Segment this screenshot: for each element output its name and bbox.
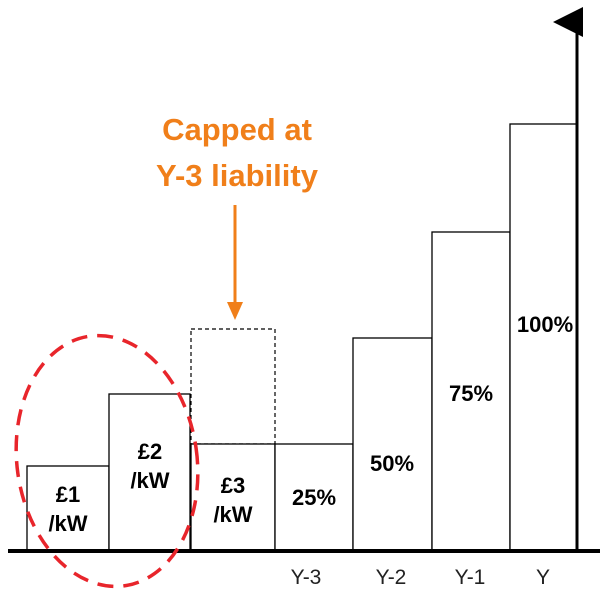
x-tick-y: Y <box>536 566 550 589</box>
bar-7 <box>509 123 578 553</box>
y-axis-arrowhead <box>571 10 583 20</box>
x-tick-y-1: Y-1 <box>455 566 486 589</box>
capped-dashed-box <box>190 328 276 445</box>
highlight-ellipse <box>14 333 200 589</box>
annotation-line1: Capped at <box>162 112 312 147</box>
bar-7-label: 100% <box>517 312 573 337</box>
bar-1-label-line1: £1 <box>56 482 80 507</box>
bar-3 <box>190 443 276 553</box>
bar-6 <box>431 231 511 553</box>
bar-2-label-line1: £2 <box>138 439 162 464</box>
bar-2-label-line2: /kW <box>130 468 169 493</box>
bar-5 <box>352 337 433 553</box>
bar-4 <box>274 443 354 553</box>
x-tick-y-3: Y-3 <box>291 566 322 589</box>
bar-1 <box>26 465 110 553</box>
annotation-arrow-icon <box>227 302 243 320</box>
bar-4-label: 25% <box>292 485 336 510</box>
bar-1-label-line2: /kW <box>48 511 87 536</box>
bar-6-label: 75% <box>449 381 493 406</box>
bar-2 <box>108 393 191 553</box>
bar-3-label-line1: £3 <box>221 473 245 498</box>
annotation-line2: Y-3 liability <box>156 158 319 193</box>
bar-3-label-line2: /kW <box>213 502 252 527</box>
bar-5-label: 50% <box>370 451 414 476</box>
x-tick-y-2: Y-2 <box>376 566 407 589</box>
